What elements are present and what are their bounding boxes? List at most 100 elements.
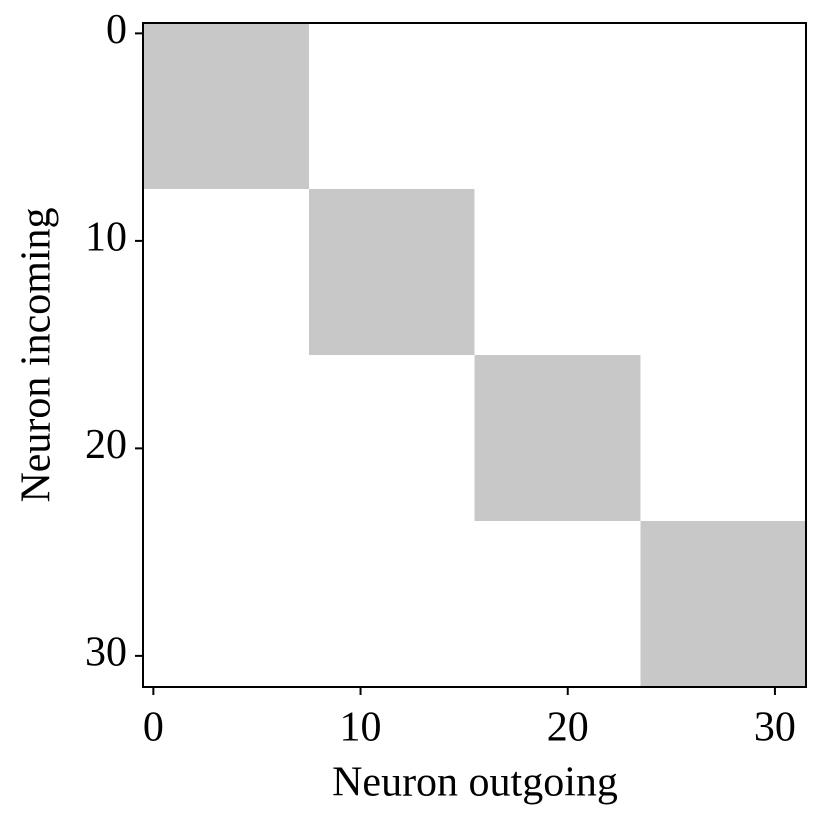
cell [205, 85, 227, 107]
cell [723, 147, 745, 169]
cell [143, 458, 165, 481]
cell [702, 541, 724, 564]
cell [433, 666, 455, 688]
cell [246, 375, 268, 398]
cell [350, 272, 372, 294]
cell [308, 396, 331, 418]
cell [578, 417, 600, 439]
cell [764, 438, 786, 460]
cell [184, 230, 206, 252]
cell [350, 604, 372, 626]
cell [536, 64, 558, 86]
cell [225, 334, 248, 356]
cell [143, 85, 165, 107]
cell [474, 43, 496, 66]
cell [453, 458, 476, 481]
cell [412, 147, 434, 169]
cell [785, 43, 807, 66]
cell [474, 479, 496, 501]
cell [743, 562, 766, 584]
cell [246, 500, 268, 522]
cell [536, 23, 558, 45]
cell [246, 645, 268, 667]
cell [723, 85, 745, 107]
cell [391, 645, 413, 667]
cell [619, 624, 641, 647]
cell [433, 23, 455, 45]
cell [640, 438, 662, 460]
cell [288, 189, 310, 211]
cell [764, 43, 786, 66]
cell [578, 272, 600, 294]
cell [702, 23, 724, 45]
cell [764, 313, 786, 335]
cell [598, 272, 621, 294]
cell [474, 106, 496, 128]
cell [391, 666, 413, 688]
cell [350, 583, 372, 605]
cell [764, 292, 786, 315]
cell [681, 355, 704, 377]
cell [578, 666, 600, 688]
cell [143, 541, 165, 564]
cell [288, 479, 310, 501]
cell [515, 189, 538, 211]
cell [619, 355, 641, 377]
cell [205, 64, 227, 86]
cell [681, 417, 704, 439]
cell [702, 64, 724, 86]
cell [578, 645, 600, 667]
cell [184, 313, 206, 335]
cell [723, 106, 745, 128]
cell [723, 64, 745, 86]
cell [246, 106, 268, 128]
cell [370, 168, 393, 190]
cell [288, 209, 310, 232]
cell [350, 189, 372, 211]
cell [785, 417, 807, 439]
cell [433, 396, 455, 418]
cell [723, 272, 745, 294]
cell [163, 106, 186, 128]
cell [267, 583, 289, 605]
cell [785, 64, 807, 86]
cell [619, 583, 641, 605]
cell [515, 106, 538, 128]
cell [660, 43, 683, 66]
cell [163, 209, 186, 232]
cell [412, 666, 434, 688]
cell [308, 334, 331, 356]
cell [764, 85, 786, 107]
cell [474, 583, 496, 605]
cell [288, 500, 310, 522]
cell [143, 396, 165, 418]
cell [453, 209, 476, 232]
cell [495, 521, 517, 543]
cell [598, 417, 621, 439]
cell [681, 645, 704, 667]
cell [246, 624, 268, 647]
cell [412, 375, 434, 398]
cell [702, 645, 724, 667]
cell [743, 624, 766, 647]
cell [246, 23, 268, 45]
cell [163, 562, 186, 584]
cell [598, 43, 621, 66]
cell [619, 396, 641, 418]
cell [619, 479, 641, 501]
cell [536, 583, 558, 605]
cell [640, 500, 662, 522]
cell [225, 106, 248, 128]
cell [681, 147, 704, 169]
cell [598, 106, 621, 128]
cell [391, 583, 413, 605]
cell [225, 147, 248, 169]
cell [681, 189, 704, 211]
cell [350, 43, 372, 66]
cell [681, 375, 704, 398]
cell [391, 375, 413, 398]
cell [412, 458, 434, 481]
cell [515, 583, 538, 605]
cell [163, 355, 186, 377]
cell [785, 396, 807, 418]
